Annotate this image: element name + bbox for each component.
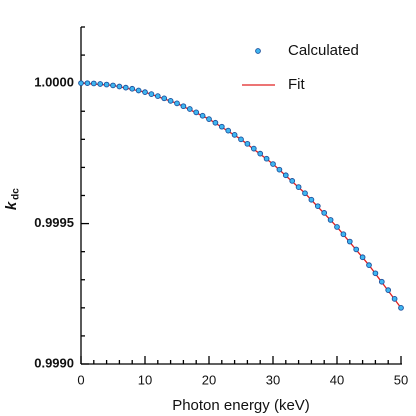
data-point [78,80,84,87]
data-point [276,166,283,173]
data-point [193,109,200,116]
data-point [282,172,289,179]
data-point [372,270,379,277]
x-tick-label: 40 [330,372,344,387]
data-point [302,190,308,197]
data-point [340,231,347,238]
data-point [385,287,392,293]
y-tick-label: 1.0000 [34,75,74,90]
fit-line [80,82,402,309]
data-point [398,304,404,311]
data-point [142,89,148,96]
y-axis-label-sub: dc [11,188,22,200]
x-tick-label: 20 [202,372,216,387]
data-point [244,140,251,147]
data-point [321,210,328,216]
data-point [250,145,257,152]
data-point [135,87,142,94]
data-point [270,161,276,167]
y-axis-label: k [3,201,20,210]
data-point [129,85,136,92]
legend-marker [255,48,261,54]
data-point [110,82,116,89]
data-point [180,103,187,110]
data-point [391,295,398,302]
x-tick-label: 30 [266,372,280,387]
data-point [167,98,174,104]
legend-label: Calculated [288,42,359,59]
data-point [346,238,353,245]
data-point [231,131,238,138]
x-tick-label: 0 [77,372,84,387]
data-point [359,254,366,261]
data-point [295,184,302,190]
data-point [308,196,315,203]
data-point [314,203,321,210]
data-point [257,150,264,157]
data-point [218,123,225,130]
data-point [263,155,270,162]
y-tick-label: 0.9995 [34,215,74,230]
x-axis-label: Photon energy (keV) [172,397,310,414]
data-point [122,84,129,91]
data-point [103,81,110,88]
data-point [199,112,206,119]
data-point [225,127,232,134]
data-point [116,83,123,90]
data-point [238,136,244,143]
data-point [161,95,168,102]
x-tick-label: 10 [138,372,152,387]
data-point [378,278,385,285]
data-point [366,262,372,268]
data-point [148,91,155,97]
data-point [353,246,360,253]
y-tick-label: 0.9990 [34,355,74,370]
data-point [327,217,334,223]
data-point [154,93,161,99]
data-point [84,80,91,87]
legend-label: Fit [288,76,305,93]
x-tick-label: 50 [394,372,408,387]
data-point [90,80,97,87]
y-axis-label-group: k dc [3,188,22,210]
data-point [289,178,296,184]
data-point [186,106,193,112]
data-point [206,116,212,122]
data-point [212,119,219,126]
data-point [334,224,340,230]
data-point [97,81,104,87]
data-point [174,100,180,107]
